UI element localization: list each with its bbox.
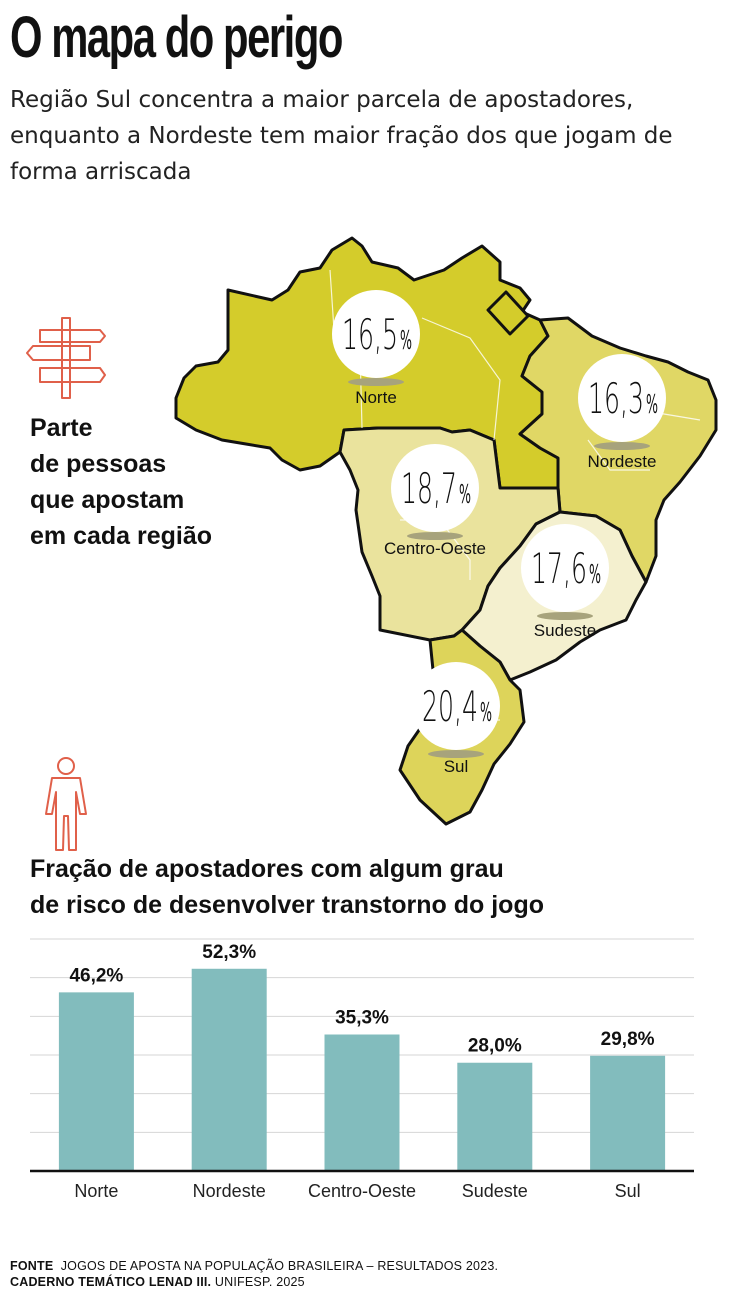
percent-sign: % bbox=[646, 390, 658, 420]
bar-centro-oeste bbox=[324, 1034, 400, 1171]
category-label: Sul bbox=[615, 1181, 641, 1201]
brazil-map: 16,5 % Norte 16,3 % Nordeste 18,7 % Centro-Oeste… bbox=[174, 236, 718, 826]
badge-circle bbox=[578, 354, 666, 442]
badge-circle bbox=[521, 524, 609, 612]
source-line-1: FONTE JOGOS DE APOSTA NA POPULAÇÃO BRASI… bbox=[10, 1258, 726, 1274]
bar-value-label: 29,8% bbox=[601, 1029, 655, 1050]
region-value: 16,5 bbox=[342, 310, 398, 359]
signpost-icon bbox=[26, 317, 106, 399]
region-value: 17,6 bbox=[531, 544, 587, 593]
percent-sign: % bbox=[480, 698, 492, 728]
region-badge-sul: 20,4 % Sul bbox=[412, 662, 500, 776]
category-label: Nordeste bbox=[193, 1181, 266, 1201]
region-norte-shape-amapa bbox=[486, 290, 530, 336]
percent-sign: % bbox=[589, 560, 601, 590]
region-value: 18,7 bbox=[401, 464, 457, 513]
badge-shadow bbox=[594, 442, 650, 450]
region-label-sudeste: Sudeste bbox=[534, 621, 596, 640]
category-label: Sudeste bbox=[462, 1181, 528, 1201]
region-label-centro-oeste: Centro-Oeste bbox=[384, 539, 486, 558]
page-title: O mapa do perigo bbox=[10, 5, 343, 70]
source-text: JOGOS DE APOSTA NA POPULAÇÃO BRASILEIRA … bbox=[60, 1259, 499, 1273]
badge-circle bbox=[391, 444, 479, 532]
source-publication: CADERNO TEMÁTICO LENAD III. bbox=[10, 1275, 212, 1289]
map-heading-line: que apostam bbox=[30, 486, 185, 514]
page-subtitle: Região Sul concentra a maior parcela de … bbox=[10, 87, 673, 185]
bar-norte bbox=[58, 992, 134, 1171]
chart-heading-line: Fração de apostadores com algum grau bbox=[30, 855, 504, 883]
chart-heading-line: de risco de desenvolver transtorno do jo… bbox=[30, 891, 544, 919]
badge-shadow bbox=[407, 532, 463, 540]
map-heading-line: de pessoas bbox=[30, 450, 167, 478]
badge-shadow bbox=[348, 378, 404, 386]
region-label-sul: Sul bbox=[444, 757, 469, 776]
map-heading-line: Parte bbox=[30, 414, 93, 442]
map-heading-line: em cada região bbox=[30, 522, 213, 550]
source-publisher: UNIFESP. 2025 bbox=[214, 1275, 305, 1289]
bar-sudeste bbox=[457, 1062, 533, 1171]
source-label: FONTE bbox=[10, 1259, 54, 1273]
percent-sign: % bbox=[459, 480, 471, 510]
bar-nordeste bbox=[191, 968, 267, 1171]
category-label: Centro-Oeste bbox=[308, 1181, 416, 1201]
chart-heading: Fração de apostadores com algum grau de … bbox=[30, 851, 710, 923]
source-line-2: CADERNO TEMÁTICO LENAD III. UNIFESP. 202… bbox=[10, 1274, 726, 1290]
region-nordeste-shape bbox=[518, 316, 718, 584]
percent-sign: % bbox=[400, 326, 412, 356]
person-icon bbox=[45, 757, 87, 851]
bar-value-label: 28,0% bbox=[468, 1036, 522, 1057]
bar-value-label: 52,3% bbox=[202, 942, 256, 963]
region-badge-nordeste: 16,3 % Nordeste bbox=[578, 354, 666, 471]
region-badge-centro-oeste: 18,7 % Centro-Oeste bbox=[384, 444, 486, 558]
region-badge-sudeste: 17,6 % Sudeste bbox=[521, 524, 609, 640]
region-label-norte: Norte bbox=[355, 388, 397, 407]
bar-value-label: 46,2% bbox=[69, 965, 123, 986]
badge-shadow bbox=[428, 750, 484, 758]
region-label-nordeste: Nordeste bbox=[588, 452, 657, 471]
region-value: 20,4 bbox=[422, 682, 478, 731]
bar-value-label: 35,3% bbox=[335, 1008, 389, 1029]
region-badge-norte: 16,5 % Norte bbox=[332, 290, 420, 407]
bar-chart: 46,2% Norte 52,3% Nordeste 35,3% Centro-Oeste… bbox=[30, 938, 694, 1201]
badge-circle bbox=[332, 290, 420, 378]
map-heading: Parte de pessoas que apostam em cada reg… bbox=[30, 410, 290, 554]
source-footer: FONTE JOGOS DE APOSTA NA POPULAÇÃO BRASI… bbox=[10, 1258, 726, 1290]
badge-circle bbox=[412, 662, 500, 750]
region-value: 16,3 bbox=[588, 374, 644, 423]
bar-sul bbox=[590, 1055, 666, 1171]
category-label: Norte bbox=[74, 1181, 118, 1201]
badge-shadow bbox=[537, 612, 593, 620]
